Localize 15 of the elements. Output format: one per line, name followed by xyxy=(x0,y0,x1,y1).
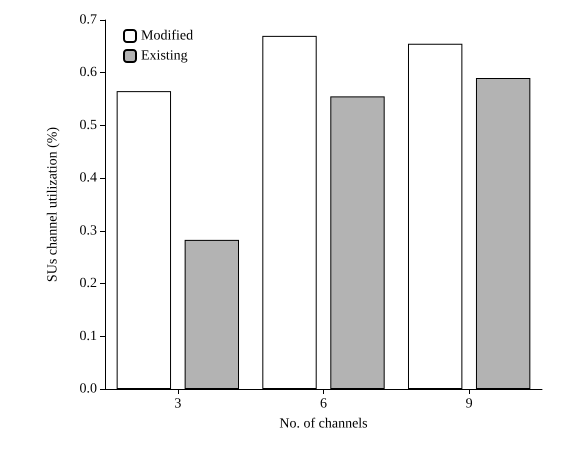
y-tick-label: 0.7 xyxy=(80,12,97,28)
y-tick-label: 0.0 xyxy=(80,382,97,396)
y-tick-label: 0.1 xyxy=(80,328,97,344)
legend-label: Modified xyxy=(141,28,194,44)
x-tick-label: 9 xyxy=(466,396,473,412)
y-tick-label: 0.5 xyxy=(80,118,97,133)
y-tick-label: 0.3 xyxy=(80,223,97,238)
legend-label: Existing xyxy=(141,48,188,64)
y-axis-title: SUs channel utilization (%) xyxy=(46,126,60,282)
y-tick-label: 0.6 xyxy=(80,65,97,80)
x-tick-label: 3 xyxy=(174,396,182,412)
x-tick-label: 6 xyxy=(320,396,327,412)
y-tick-label: 0.2 xyxy=(80,276,97,292)
y-tick-label: 0.4 xyxy=(80,170,97,186)
x-axis-title: No. of channels xyxy=(279,416,368,432)
